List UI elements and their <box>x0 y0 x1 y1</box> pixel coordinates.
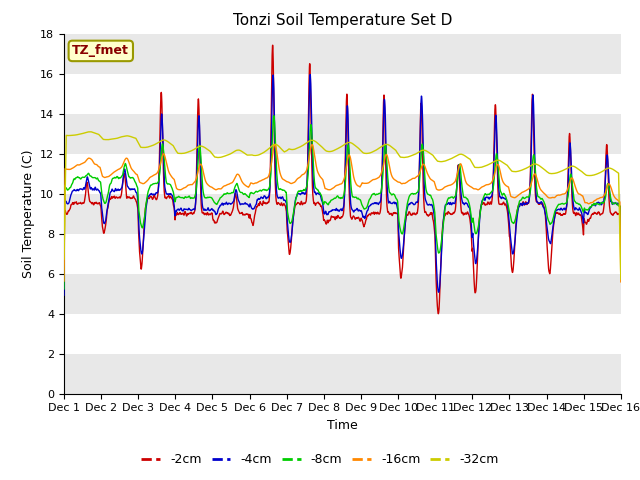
Bar <box>64 354 621 394</box>
Text: TZ_fmet: TZ_fmet <box>72 44 129 58</box>
Title: Tonzi Soil Temperature Set D: Tonzi Soil Temperature Set D <box>233 13 452 28</box>
Bar <box>64 114 621 154</box>
Legend: -2cm, -4cm, -8cm, -16cm, -32cm: -2cm, -4cm, -8cm, -16cm, -32cm <box>136 448 504 471</box>
Y-axis label: Soil Temperature (C): Soil Temperature (C) <box>22 149 35 278</box>
Bar <box>64 193 621 234</box>
X-axis label: Time: Time <box>327 419 358 432</box>
Bar <box>64 274 621 313</box>
Bar <box>64 34 621 73</box>
